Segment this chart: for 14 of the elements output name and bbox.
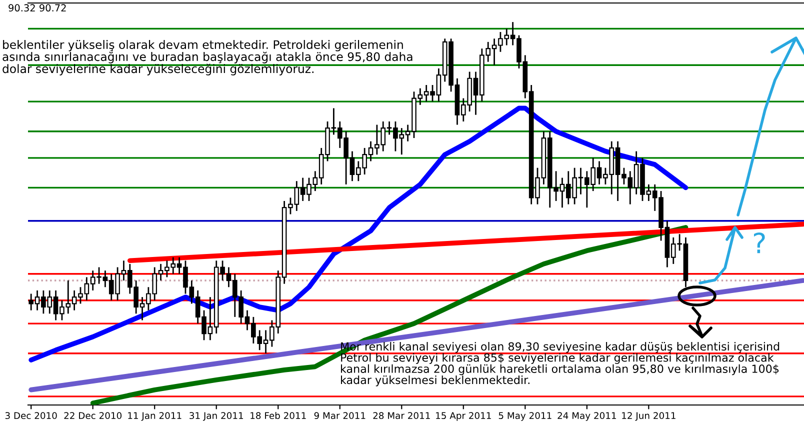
x-tick-label: 24 May 2011: [558, 412, 616, 421]
chart-title: 90.32 90.72: [8, 4, 66, 12]
x-tick-label: 31 Jan 2011: [190, 412, 243, 421]
annotation: beklentiler yükseliş olarak devam etmektedir. Petroldeki gerilemenin asında sınırlanacağını ve buradan başlayacağı atakla önce 95,80 daha dolar seviyelerine kadar yükseleceğini gözlemliyoruz.: [2, 40, 412, 76]
x-tick-label: 12 Jun 2011: [622, 412, 676, 421]
x-tick-label: 3 Dec 2010: [5, 412, 57, 420]
x-tick-label: 22 Dec 2010: [64, 412, 122, 420]
x-tick-label: 28 Mar 2011: [373, 412, 430, 420]
x-tick-label: 5 May 2011: [498, 412, 552, 421]
x-tick-label: 15 Apr 2011: [436, 412, 491, 421]
annotation: ?: [754, 232, 765, 254]
x-tick-label: 11 Jan 2011: [128, 412, 182, 421]
x-tick-label: 18 Feb 2011: [250, 412, 306, 420]
x-tick-label: 9 Mar 2011: [314, 412, 366, 420]
